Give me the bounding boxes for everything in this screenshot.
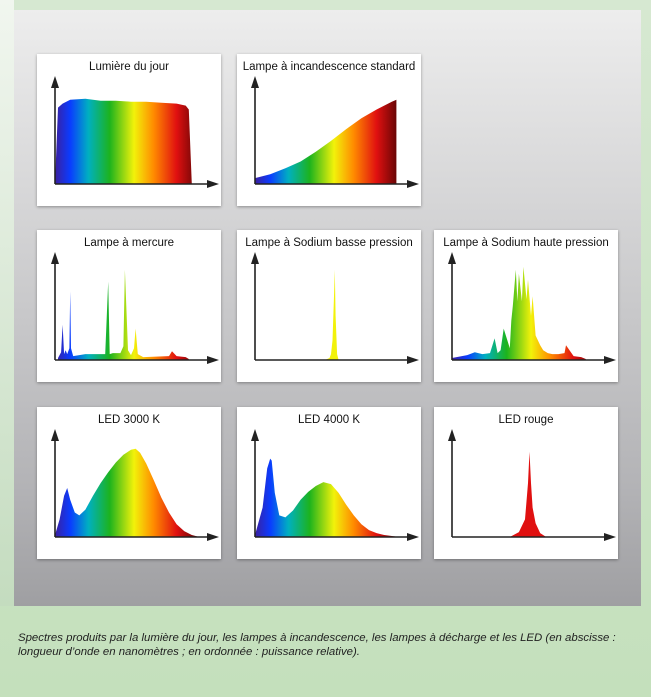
spectrum-chart (51, 252, 219, 364)
y-axis-arrow (51, 76, 59, 88)
chart-title: Lumière du jour (89, 61, 169, 73)
x-axis-arrow (604, 356, 616, 364)
chart-panel-mercury: Lampe à mercure (37, 230, 221, 382)
spectrum-area (255, 458, 400, 537)
x-axis-arrow (207, 533, 219, 541)
y-axis-arrow (51, 252, 59, 264)
x-axis-arrow (207, 180, 219, 188)
spectrum-chart (51, 76, 219, 188)
figure-caption: Spectres produits par la lumière du jour… (18, 632, 616, 658)
y-axis-arrow (51, 429, 59, 441)
chart-title: LED rouge (498, 414, 554, 426)
chart-title: Lampe à incandescence standard (242, 61, 416, 73)
spectrum-area (255, 99, 397, 184)
spectrum-chart (251, 429, 419, 541)
spectrum-chart (51, 429, 219, 541)
chart-title: LED 4000 K (297, 414, 360, 426)
spectrum-area (509, 451, 547, 537)
y-axis-arrow (251, 252, 259, 264)
chart-panel-sodium-high: Lampe à Sodium haute pression (434, 230, 618, 382)
y-axis-arrow (448, 429, 456, 441)
chart-panel-led-4000k: LED 4000 K (237, 407, 421, 559)
spectrum-chart (251, 252, 419, 364)
chart-panel-sodium-low: Lampe à Sodium basse pression (237, 230, 421, 382)
x-axis-arrow (207, 356, 219, 364)
spectrum-area (452, 266, 586, 360)
chart-panel-led-3000k: LED 3000 K (37, 407, 221, 559)
chart-panel-incandescent: Lampe à incandescence standard (237, 54, 421, 206)
chart-panel-led-red: LED rouge (434, 407, 618, 559)
spectrum-chart (448, 252, 616, 364)
chart-title: Lampe à Sodium haute pression (443, 237, 609, 249)
y-axis-arrow (448, 252, 456, 264)
y-axis-arrow (251, 429, 259, 441)
spectrum-area (55, 98, 192, 184)
x-axis-arrow (604, 533, 616, 541)
spectrum-chart (448, 429, 616, 541)
chart-title: Lampe à mercure (83, 237, 175, 249)
x-axis-arrow (407, 533, 419, 541)
spectrum-area (58, 269, 189, 360)
spectrum-area (324, 269, 339, 360)
x-axis-arrow (407, 356, 419, 364)
y-axis-arrow (251, 76, 259, 88)
spectrum-area (55, 448, 200, 537)
chart-panel-daylight: Lumière du jour (37, 54, 221, 206)
x-axis-arrow (407, 180, 419, 188)
spectrum-chart (251, 76, 419, 188)
chart-title: Lampe à Sodium basse pression (245, 237, 413, 249)
chart-title: LED 3000 K (97, 414, 160, 426)
